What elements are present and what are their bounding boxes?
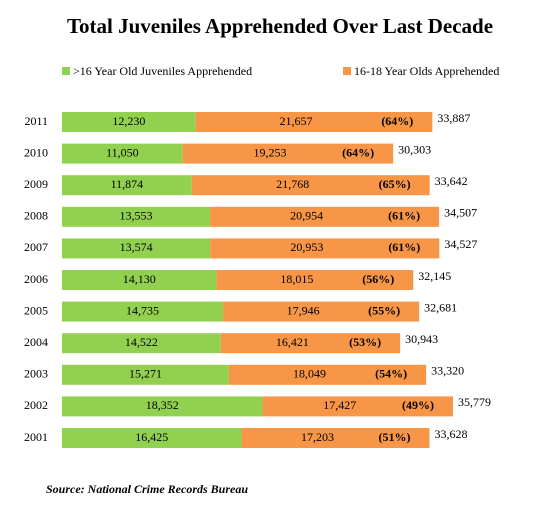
share-label: (54%) <box>375 367 407 381</box>
y-tick-label: 2001 <box>24 430 48 444</box>
value-label: 18,015 <box>280 272 313 286</box>
y-tick-label: 2010 <box>24 145 48 159</box>
bar-segment <box>62 301 224 322</box>
value-label: 14,130 <box>123 272 156 286</box>
bar-segment <box>62 428 242 448</box>
bar-segment <box>223 301 420 322</box>
value-label: 20,954 <box>290 209 323 223</box>
bar-segment <box>62 270 217 290</box>
total-label: 32,681 <box>424 300 457 314</box>
y-tick-label: 2008 <box>24 209 48 223</box>
value-label: 19,253 <box>253 145 286 159</box>
value-label: 13,574 <box>120 240 153 254</box>
bar-segment <box>62 396 263 417</box>
y-tick-label: 2004 <box>24 335 48 349</box>
y-tick-label: 2005 <box>24 303 48 317</box>
y-tick-label: 2003 <box>24 367 48 381</box>
share-label: (49%) <box>402 398 434 412</box>
bar-segment <box>62 238 211 259</box>
total-label: 30,303 <box>398 142 431 156</box>
value-label: 20,953 <box>290 240 323 254</box>
bar-segment <box>62 206 211 227</box>
y-tick-label: 2009 <box>24 177 48 191</box>
value-label: 21,768 <box>276 177 309 191</box>
value-label: 11,050 <box>106 145 139 159</box>
share-label: (61%) <box>388 240 420 254</box>
value-label: 17,203 <box>301 430 334 444</box>
bar-segment <box>210 206 440 227</box>
bar-segment <box>62 143 183 164</box>
bar-segment <box>191 175 430 196</box>
y-tick-label: 2002 <box>24 398 48 412</box>
total-label: 33,628 <box>434 427 467 441</box>
bar-segment <box>216 270 414 290</box>
value-label: 21,657 <box>279 114 312 128</box>
total-label: 30,943 <box>405 332 438 346</box>
bar-segment <box>228 364 427 385</box>
value-label: 14,522 <box>125 335 158 349</box>
y-tick-label: 2006 <box>24 272 48 286</box>
chart-title: Total Juveniles Apprehended Over Last De… <box>67 14 493 38</box>
legend-swatch <box>62 67 70 75</box>
value-label: 18,352 <box>146 398 179 412</box>
source-note: Source: National Crime Records Bureau <box>46 482 248 496</box>
bar-segment <box>182 143 394 164</box>
bar-segment <box>62 364 229 385</box>
share-label: (65%) <box>379 177 411 191</box>
value-label: 11,874 <box>111 177 144 191</box>
legend-swatch <box>343 67 351 75</box>
value-label: 13,553 <box>120 209 153 223</box>
bar-segment <box>262 396 453 417</box>
value-label: 17,946 <box>287 303 320 317</box>
total-label: 35,779 <box>458 395 491 409</box>
bar-segment <box>220 333 401 354</box>
total-label: 32,145 <box>418 269 451 283</box>
y-tick-label: 2011 <box>24 114 48 128</box>
bar-segment <box>62 175 192 196</box>
value-label: 16,425 <box>135 430 168 444</box>
share-label: (64%) <box>342 145 374 159</box>
value-label: 16,421 <box>276 335 309 349</box>
share-label: (61%) <box>388 209 420 223</box>
share-label: (55%) <box>368 303 400 317</box>
total-label: 33,642 <box>435 174 468 188</box>
total-label: 33,887 <box>437 111 470 125</box>
value-label: 17,427 <box>323 398 356 412</box>
value-label: 14,735 <box>126 303 159 317</box>
total-label: 34,507 <box>444 206 477 220</box>
legend-label: >16 Year Old Juveniles Apprehended <box>73 64 252 78</box>
bar-segment <box>241 428 430 448</box>
total-label: 34,527 <box>444 237 477 251</box>
bar-segment <box>195 112 433 132</box>
share-label: (51%) <box>378 430 410 444</box>
bar-segment <box>210 238 440 259</box>
share-label: (56%) <box>362 272 394 286</box>
legend-label: 16-18 Year Olds Apprehended <box>354 64 499 78</box>
share-label: (53%) <box>349 335 381 349</box>
value-label: 15,271 <box>129 367 162 381</box>
value-label: 12,230 <box>112 114 145 128</box>
y-tick-label: 2007 <box>24 240 48 254</box>
value-label: 18,049 <box>293 367 326 381</box>
bar-segment <box>62 333 221 354</box>
share-label: (64%) <box>381 114 413 128</box>
total-label: 33,320 <box>431 364 464 378</box>
bar-segment <box>62 112 196 132</box>
